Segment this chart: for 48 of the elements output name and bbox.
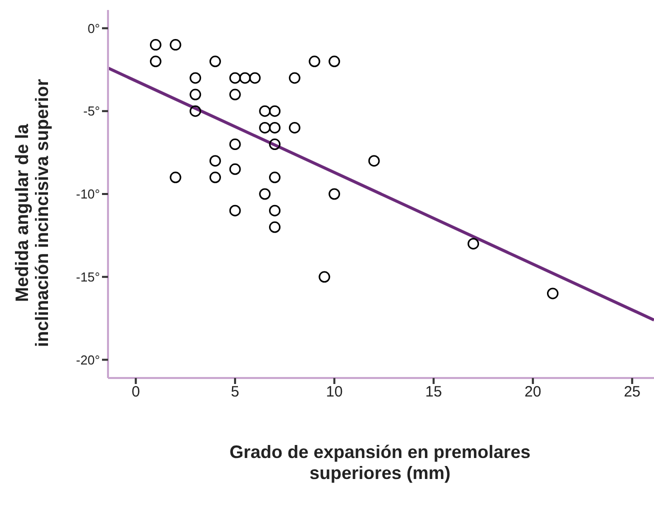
- point: [259, 105, 271, 117]
- point: [190, 105, 202, 117]
- point: [269, 105, 281, 117]
- point: [288, 122, 300, 134]
- point: [209, 172, 221, 184]
- point: [229, 163, 241, 175]
- y-tick-label: 0°: [88, 20, 100, 36]
- point: [229, 88, 241, 100]
- x-tick-label: 20: [524, 384, 542, 401]
- point: [308, 56, 320, 68]
- point: [328, 188, 340, 200]
- point: [229, 72, 241, 84]
- y-tick-label: -5°: [83, 104, 100, 119]
- y-tick-label: -15°: [76, 270, 100, 284]
- point: [368, 155, 380, 167]
- point: [288, 72, 300, 84]
- point: [249, 72, 261, 84]
- point: [318, 271, 330, 283]
- y-axis-title: Medida angular de la inclinación incincisiva superior: [12, 78, 52, 348]
- point: [468, 238, 480, 250]
- x-tick-label: 10: [326, 384, 343, 401]
- x-tick-label: 15: [425, 384, 442, 401]
- point: [229, 138, 241, 150]
- point: [209, 56, 221, 68]
- point: [170, 172, 182, 184]
- point: [170, 39, 182, 51]
- x-axis-title: Grado de expansión en premolares superiores (mm): [229, 442, 531, 483]
- point: [546, 288, 558, 300]
- point: [328, 56, 340, 68]
- point: [150, 39, 162, 51]
- x-tick-label: 0: [132, 384, 140, 401]
- point: [190, 72, 202, 84]
- point: [150, 56, 162, 68]
- point: [229, 204, 241, 216]
- y-tick-label: -20°: [76, 352, 100, 368]
- y-tick-label: -10°: [76, 186, 100, 202]
- point: [239, 72, 251, 84]
- point: [259, 122, 271, 134]
- point: [269, 122, 281, 134]
- point: [269, 172, 281, 184]
- point: [269, 221, 281, 233]
- point: [190, 88, 202, 100]
- point: [269, 138, 281, 150]
- point: [209, 155, 221, 167]
- point: [269, 204, 281, 216]
- x-tick-label: 25: [624, 384, 641, 401]
- x-tick-label: 5: [230, 384, 240, 401]
- point: [259, 188, 271, 200]
